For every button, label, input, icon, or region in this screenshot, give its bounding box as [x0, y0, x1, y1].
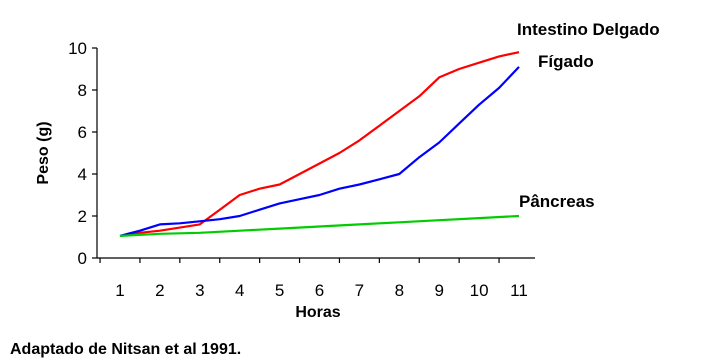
x-tick-label: 3 — [195, 281, 204, 300]
x-tick-label: 11 — [510, 281, 528, 300]
y-tick-label: 2 — [78, 207, 87, 226]
x-tick-label: 4 — [235, 281, 244, 300]
y-tick-label: 8 — [78, 81, 87, 100]
y-tick-label: 6 — [78, 123, 87, 142]
y-tick-label: 4 — [78, 165, 87, 184]
series-line-3 — [119, 214, 520, 237]
series-label-3: Pâncreas — [519, 192, 595, 211]
chart-labels: Intestino Delgado Fígado Pâncreas — [517, 20, 660, 211]
x-tick-label: 5 — [275, 281, 284, 300]
x-tick-label: 6 — [315, 281, 324, 300]
series-label-1: Intestino Delgado — [517, 20, 660, 39]
y-tick-label: 10 — [68, 39, 87, 58]
series-line-2 — [119, 66, 520, 237]
x-tick-label: 10 — [470, 281, 489, 300]
series-line-1 — [119, 51, 520, 237]
y-axis-title: Peso (g) — [35, 121, 52, 184]
x-tick-label: 8 — [395, 281, 404, 300]
x-tick-label: 7 — [355, 281, 364, 300]
x-tick-label: 9 — [434, 281, 443, 300]
series-label-2: Fígado — [538, 52, 594, 71]
chart-series — [119, 51, 520, 237]
source-note: Adaptado de Nitsan et al 1991. — [10, 341, 241, 358]
x-axis-title: Horas — [295, 304, 340, 321]
x-tick-label: 2 — [155, 281, 164, 300]
y-tick-label: 0 — [78, 249, 87, 268]
x-tick-label: 1 — [115, 281, 124, 300]
